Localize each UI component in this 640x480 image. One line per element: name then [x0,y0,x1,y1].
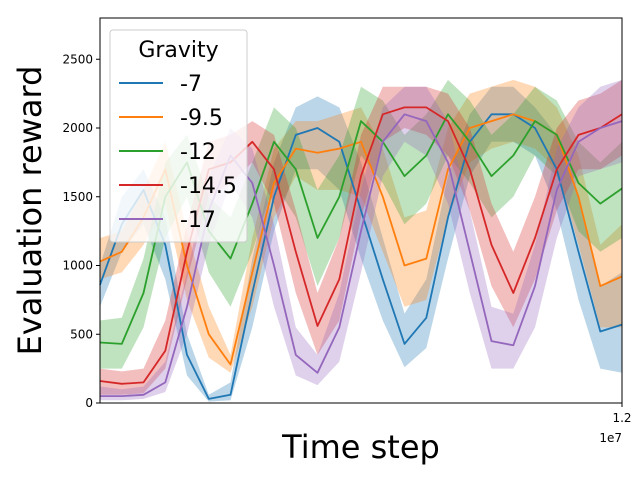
legend-items: -7 -9.5 -12 -14.5 -17 [119,72,237,233]
y-tick-label-0: 0 [85,396,93,410]
y-tick-label-5: 2500 [62,52,93,66]
line-series-0 [99,113,623,400]
line-series-4 [100,113,623,398]
legend-title: Gravity [138,38,218,63]
y-axis-title: Evaluation reward [11,66,49,356]
x-axis-title: Time step [281,428,440,466]
band-series-1 [100,79,622,373]
legend-label-2: -12 [180,140,216,165]
band-series-0 [100,86,622,402]
x-axis-ticks: 1.2 [612,403,632,425]
x-tick-label-0: 1.2 [612,411,631,425]
legend-label-1: -9.5 [180,106,223,131]
legend-label-0: -7 [180,72,202,97]
line-series-3 [99,106,623,385]
legend-label-3: -14.5 [180,174,237,199]
y-axis-ticks: 0 500 1000 1500 2000 2500 [62,52,100,410]
legend: Gravity -7 -9.5 -12 -14.5 -17 [109,29,248,243]
y-tick-label-1: 500 [70,327,93,341]
plot-frame [99,17,623,404]
y-tick-label-4: 2000 [62,121,93,135]
band-series-2 [100,79,622,369]
y-tick-label-3: 1500 [62,190,93,204]
legend-label-4: -17 [180,208,216,233]
x-axis-offset-label: 1e7 [599,431,622,445]
y-tick-label-2: 1000 [62,259,93,273]
